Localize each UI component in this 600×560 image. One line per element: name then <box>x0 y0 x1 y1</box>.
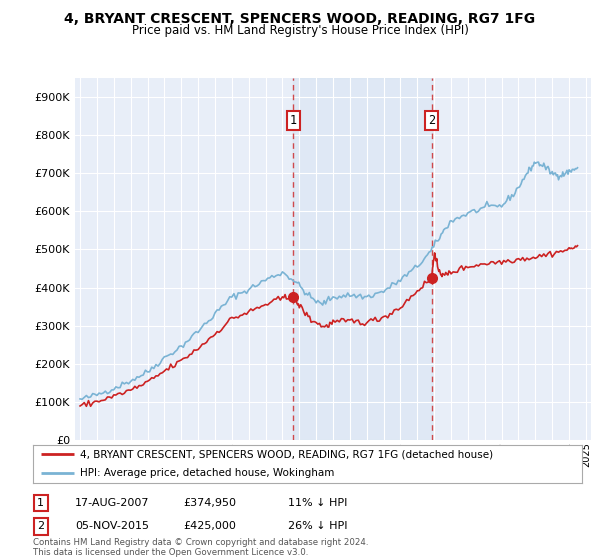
Text: 1: 1 <box>37 498 44 508</box>
Text: HPI: Average price, detached house, Wokingham: HPI: Average price, detached house, Woki… <box>80 468 334 478</box>
Text: 4, BRYANT CRESCENT, SPENCERS WOOD, READING, RG7 1FG (detached house): 4, BRYANT CRESCENT, SPENCERS WOOD, READI… <box>80 449 493 459</box>
Text: 4, BRYANT CRESCENT, SPENCERS WOOD, READING, RG7 1FG: 4, BRYANT CRESCENT, SPENCERS WOOD, READI… <box>64 12 536 26</box>
Text: 2: 2 <box>37 521 44 531</box>
Text: 05-NOV-2015: 05-NOV-2015 <box>75 521 149 531</box>
Text: £425,000: £425,000 <box>183 521 236 531</box>
Text: 11% ↓ HPI: 11% ↓ HPI <box>288 498 347 508</box>
Bar <box>293 78 431 440</box>
Text: 26% ↓ HPI: 26% ↓ HPI <box>288 521 347 531</box>
Text: 1: 1 <box>289 114 296 127</box>
Text: 17-AUG-2007: 17-AUG-2007 <box>75 498 149 508</box>
Text: Contains HM Land Registry data © Crown copyright and database right 2024.
This d: Contains HM Land Registry data © Crown c… <box>33 538 368 557</box>
Text: £374,950: £374,950 <box>183 498 236 508</box>
Text: 2: 2 <box>428 114 435 127</box>
Text: Price paid vs. HM Land Registry's House Price Index (HPI): Price paid vs. HM Land Registry's House … <box>131 24 469 37</box>
